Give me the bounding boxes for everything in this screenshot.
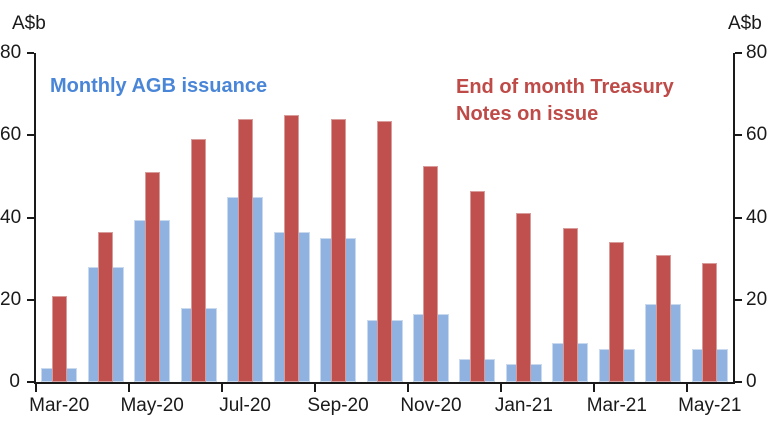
x-axis-label: Sep-20	[307, 395, 369, 416]
y-axis-label-left: 60	[0, 124, 22, 146]
x-tick	[127, 384, 130, 392]
bar-treasury-notes	[516, 213, 532, 382]
x-axis	[34, 382, 735, 384]
bar-treasury-notes	[51, 295, 67, 382]
y-axis-label-right: 0	[746, 371, 757, 392]
x-axis-label: Nov-20	[400, 395, 462, 416]
x-axis-label: Jan-21	[494, 395, 553, 416]
x-axis-label: Jul-20	[219, 395, 271, 416]
bar-treasury-notes	[191, 139, 207, 382]
y-axis-label-right: 80	[746, 42, 768, 63]
bar-treasury-notes	[423, 166, 439, 382]
y-axis-label-left: 80	[0, 42, 22, 63]
x-tick	[313, 384, 316, 392]
bar-treasury-notes	[284, 114, 300, 382]
y-tick-left	[27, 52, 34, 54]
y-tick-left	[27, 134, 34, 137]
legend-treasury-notes-line1: End of month Treasury	[456, 76, 674, 98]
y-tick-left	[27, 298, 34, 301]
y-tick-right	[735, 134, 742, 137]
left-axis-unit-label: A$b	[12, 13, 46, 34]
y-tick-left	[27, 381, 34, 383]
x-tick	[685, 384, 688, 392]
bar-treasury-notes	[330, 118, 346, 382]
x-axis-label: Mar-21	[586, 395, 647, 416]
x-axis-label: May-20	[120, 395, 184, 416]
y-tick-right	[735, 298, 742, 301]
bar-treasury-notes	[98, 231, 114, 382]
bar-treasury-notes	[655, 254, 671, 382]
y-axis-label-left: 20	[0, 288, 22, 310]
legend-agb-issuance: Monthly AGB issuance	[50, 75, 268, 97]
x-tick	[220, 384, 223, 392]
y-tick-left	[27, 216, 34, 219]
bar-treasury-notes	[144, 172, 160, 382]
y-tick-right	[735, 216, 742, 219]
plot-area	[36, 53, 733, 382]
bar-treasury-notes	[469, 190, 485, 382]
x-axis-label: Mar-20	[29, 395, 90, 416]
y-tick-right	[735, 381, 742, 383]
bar-treasury-notes	[609, 242, 625, 382]
x-tick	[35, 384, 37, 392]
legend-treasury-notes-line2: Notes on issue	[456, 103, 599, 125]
x-axis-label: May-21	[678, 395, 742, 416]
x-tick	[406, 384, 409, 392]
y-tick-right	[735, 52, 742, 54]
y-axis-label-left: 0	[9, 371, 20, 392]
y-axis-label-right: 20	[746, 288, 768, 310]
legend-treasury-notes: End of month Treasury Notes on issue	[456, 74, 674, 128]
y-axis-label-right: 40	[746, 206, 768, 228]
x-tick	[499, 384, 502, 392]
bar-treasury-notes	[562, 227, 578, 382]
y-axis-label-left: 40	[0, 206, 22, 228]
bar-treasury-notes	[702, 262, 718, 382]
x-tick	[592, 384, 595, 392]
y-axis-label-right: 60	[746, 124, 768, 146]
bar-treasury-notes	[377, 120, 392, 382]
right-axis-unit-label: A$b	[728, 13, 762, 34]
bar-treasury-notes	[237, 118, 253, 382]
y-axis-right	[733, 53, 735, 384]
y-axis-left	[34, 53, 36, 384]
